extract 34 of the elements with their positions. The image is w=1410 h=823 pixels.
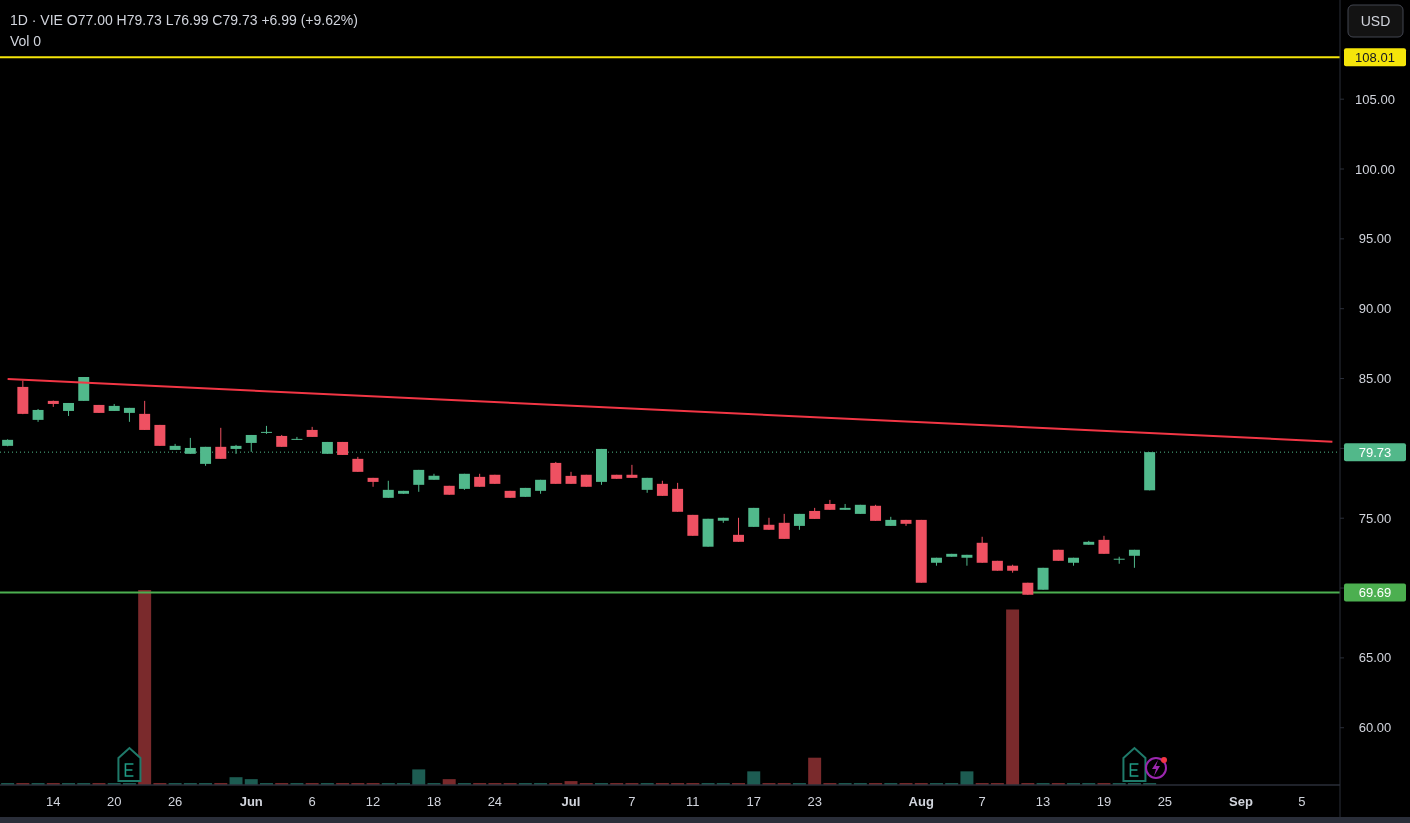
x-tick-label: 23 [807,794,822,809]
ref-line-label: 69.69 [1358,584,1392,600]
x-tick-label: Aug [908,794,934,809]
text: USD [1360,13,1391,29]
ref-line-label: 79.73 [1358,444,1392,460]
y-tick-label: 95.00 [1358,231,1392,247]
annotation: Vol 0 [10,33,42,49]
y-tick-label: 85.00 [1358,371,1392,387]
x-tick-label: 12 [365,794,381,809]
text: 1D · VIE O77.00 H79.73 L76.99 C79.73 +6.99 (+9.62%) [10,12,358,28]
x-tick-label: Jun [239,794,263,809]
x-tick-label: 17 [746,794,761,809]
x-tick-label: 14 [46,794,61,809]
y-tick-label: 105.00 [1355,91,1395,107]
x-tick-label: 24 [487,794,503,809]
x-tick-label: 13 [1035,794,1051,809]
y-tick-label: 90.00 [1358,301,1392,317]
x-tick-label: 7 [628,794,636,809]
x-tick-label: 7 [978,794,986,809]
x-tick-label: 18 [426,794,442,809]
x-tick-label: 5 [1298,794,1306,809]
y-tick-label: 100.00 [1355,161,1395,177]
ref-line-label: 108.01 [1355,49,1395,65]
x-tick-label: Sep [1229,794,1253,809]
x-tick-label: 25 [1157,794,1173,809]
y-tick-label: 60.00 [1358,720,1392,736]
x-tick-label: 19 [1096,794,1112,809]
x-tick-label: 11 [686,794,700,809]
y-tick-label: 65.00 [1358,650,1392,666]
x-tick-label: 6 [308,794,316,809]
x-tick-label: 20 [106,794,122,809]
x-tick-label: Jul [561,794,581,809]
y-tick-label: 75.00 [1358,510,1392,526]
x-tick-label: 26 [167,794,183,809]
